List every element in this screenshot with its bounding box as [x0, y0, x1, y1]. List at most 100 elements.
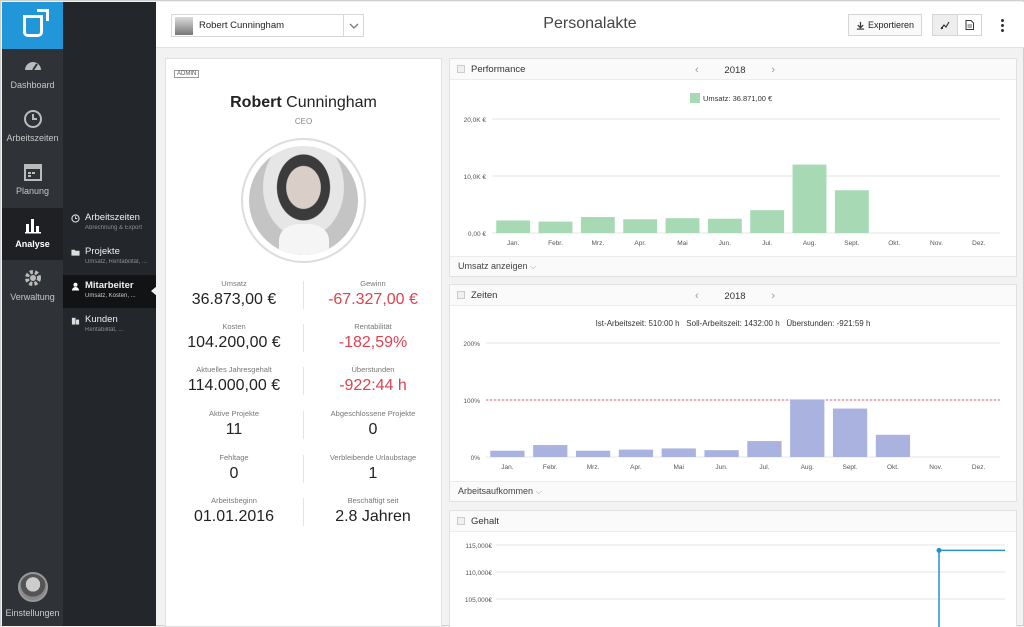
- nav-verwaltung[interactable]: Verwaltung: [2, 261, 63, 313]
- bar: [665, 218, 700, 233]
- nav-settings[interactable]: Einstellungen: [2, 572, 63, 618]
- stat-kosten: Kosten 104.200,00 €: [166, 322, 302, 352]
- export-label: Exportieren: [867, 20, 915, 30]
- more-menu-icon[interactable]: [997, 15, 1007, 35]
- bar: [834, 190, 869, 233]
- nav-label: Dashboard: [10, 80, 55, 90]
- zeiten-summary: Ist-Arbeitszeit: 510:00 h Soll-Arbeitsze…: [595, 319, 871, 328]
- submenu-item-mitarbeiter[interactable]: Mitarbeiter Umsatz, Kosten, ...: [63, 275, 157, 308]
- export-button[interactable]: Exportieren: [848, 14, 922, 36]
- avatar: [249, 146, 358, 255]
- stat-rentabilitaet: Rentabilität -182,59%: [305, 322, 441, 352]
- gear-icon: [24, 270, 41, 286]
- performance-panel: Performance ‹ 2018 › Umsatz: 36.871,00 €…: [449, 58, 1017, 277]
- divider: [303, 281, 304, 309]
- app-logo[interactable]: [2, 2, 63, 49]
- year-label: 2018: [724, 64, 746, 76]
- zeiten-chart: 0% 100% 200% Jan. Febr. Mrz. Apr. Mai Jun. Jul. Au…: [463, 341, 1000, 471]
- x-tick-label: Jan.: [507, 240, 519, 247]
- stat-value: 114.000,00 €: [187, 377, 281, 394]
- submenu-item-kunden[interactable]: Kunden Rentabilität, ...: [63, 309, 156, 342]
- dashboard-icon: [24, 62, 41, 71]
- y-tick-label: 0,00 €: [468, 231, 486, 238]
- panel-footer[interactable]: Umsatz anzeigen ⌵: [450, 256, 1016, 276]
- bar: [875, 434, 911, 457]
- stat-label: Aktuelles Jahresgehalt: [196, 365, 272, 374]
- prev-year-icon[interactable]: ‹: [695, 290, 699, 302]
- document-icon: [965, 20, 974, 30]
- stat-value: 0: [229, 465, 239, 482]
- x-tick-label: Mrz.: [592, 240, 605, 247]
- bar: [618, 449, 654, 457]
- divider: [303, 367, 304, 395]
- performance-chart: Umsatz: 36.871,00 € 0,00 € 10,0K € 20,0K € J…: [464, 93, 1000, 247]
- stat-value: 0: [368, 421, 378, 438]
- settings-label: Einstellungen: [5, 608, 60, 618]
- profile-name: Robert Cunningham: [166, 94, 441, 112]
- nav-dashboard[interactable]: Dashboard: [2, 49, 63, 101]
- y-tick-label: 100%: [463, 398, 480, 405]
- x-tick-label: Sept.: [842, 464, 857, 471]
- bar-chart-icon: [24, 219, 41, 234]
- stat-urlaubstage: Verbleibende Urlaubstage 1: [305, 453, 441, 483]
- stat-jahresgehalt: Aktuelles Jahresgehalt 114.000,00 €: [166, 365, 302, 395]
- x-tick-label: Okt.: [887, 464, 899, 471]
- document-view-button[interactable]: [958, 15, 982, 35]
- bar: [538, 221, 573, 233]
- top-header: Robert Cunningham Personalakte Exportier…: [156, 2, 1024, 48]
- year-label: 2018: [724, 290, 746, 302]
- profile-photo: [241, 138, 366, 263]
- stat-label: Gewinn: [360, 279, 386, 288]
- x-tick-label: Aug.: [801, 464, 815, 471]
- stat-label: Arbeitsbeginn: [211, 496, 257, 505]
- nav-planung[interactable]: Planung: [2, 155, 63, 207]
- bar: [623, 219, 658, 233]
- panel-footer[interactable]: Arbeitsaufkommen ⌵: [450, 481, 1016, 501]
- footer-label: Umsatz anzeigen: [458, 261, 528, 271]
- main-nav-rail: Dashboard Arbeitszeiten Planung Analyse …: [2, 2, 63, 626]
- stat-value: -922:44 h: [339, 377, 407, 394]
- panel-checkbox[interactable]: [457, 65, 465, 73]
- submenu-subtitle: Rentabilität, ...: [85, 327, 124, 333]
- nav-analyse[interactable]: Analyse: [2, 208, 63, 260]
- submenu-item-projekte[interactable]: Projekte Umsatz, Rentabilität, ...: [63, 241, 156, 274]
- stat-label: Kosten: [222, 322, 246, 331]
- stat-arbeitsbeginn: Arbeitsbeginn 01.01.2016: [166, 496, 302, 526]
- x-tick-label: Jul.: [762, 240, 772, 247]
- year-nav: ‹ 2018 ›: [695, 63, 775, 77]
- bar: [792, 164, 827, 233]
- panel-checkbox[interactable]: [457, 517, 465, 525]
- submenu-subtitle: Umsatz, Kosten, ...: [85, 293, 136, 299]
- stat-label: Fehltage: [219, 453, 249, 462]
- panel-checkbox[interactable]: [457, 291, 465, 299]
- x-tick-label: Dez.: [972, 240, 986, 247]
- employee-select[interactable]: Robert Cunningham: [171, 14, 364, 37]
- panel-title: Performance: [471, 64, 526, 75]
- nav-arbeitszeiten[interactable]: Arbeitszeiten: [2, 102, 63, 154]
- stat-value: 11: [225, 421, 243, 438]
- legend-swatch: [690, 93, 700, 103]
- panel-header: Gehalt: [450, 511, 1016, 532]
- submenu-title: Projekte: [85, 246, 120, 257]
- chart-view-button[interactable]: [933, 15, 958, 35]
- bar: [575, 450, 611, 457]
- submenu-item-arbeitszeiten[interactable]: Arbeitszeiten Abrechnung & Export: [63, 207, 156, 240]
- stat-value: 104.200,00 €: [187, 334, 281, 351]
- logo-icon: [22, 8, 49, 37]
- stat-fehltage: Fehltage 0: [166, 453, 302, 483]
- x-tick-label: Apr.: [634, 240, 646, 247]
- stat-gewinn: Gewinn -67.327,00 €: [305, 279, 441, 309]
- bar: [790, 399, 825, 457]
- profile-card: ADMIN Robert Cunningham CEO Umsatz 36.873…: [165, 58, 442, 627]
- stat-label: Umsatz: [221, 279, 247, 288]
- panel-title: Gehalt: [471, 516, 499, 527]
- next-year-icon[interactable]: ›: [771, 64, 775, 76]
- prev-year-icon[interactable]: ‹: [695, 64, 699, 76]
- x-tick-label: Jun.: [715, 464, 727, 471]
- next-year-icon[interactable]: ›: [771, 290, 775, 302]
- gehalt-chart: 105,000€ 110,000€ 115,000€: [465, 543, 1005, 627]
- chevron-down-icon[interactable]: [343, 15, 363, 36]
- y-tick-label: 110,000€: [465, 570, 492, 577]
- x-tick-label: Aug.: [803, 240, 817, 247]
